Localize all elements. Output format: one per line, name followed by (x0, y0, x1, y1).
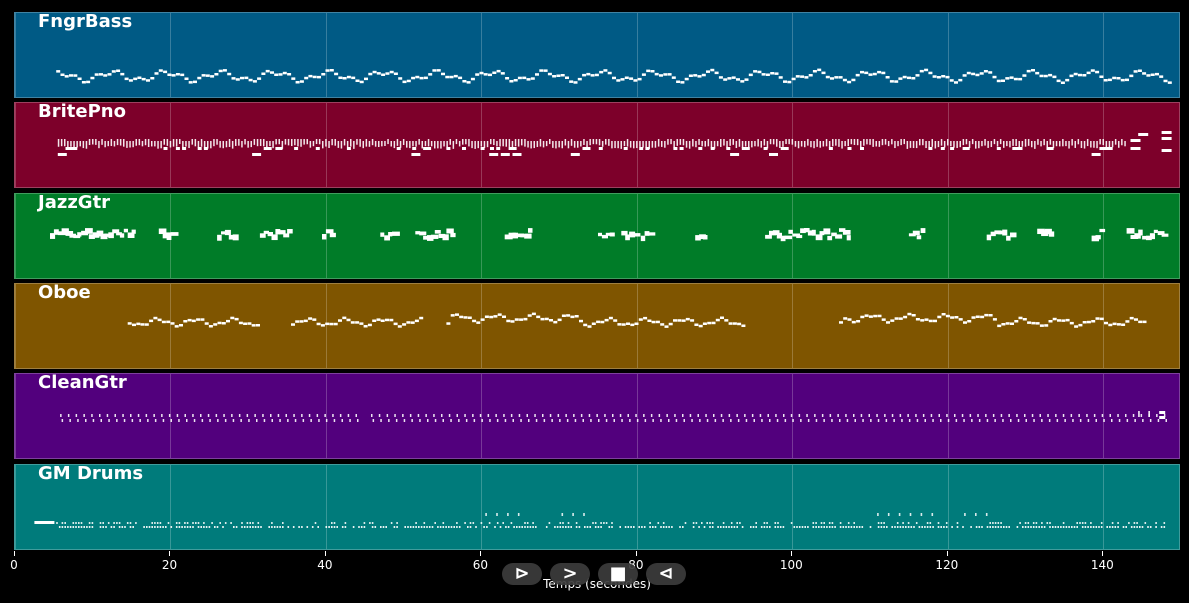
x-tick-label: 100 (779, 558, 803, 572)
grid-line (636, 374, 638, 459)
track-fngrbass: FngrBass (14, 12, 1180, 98)
grid-line (636, 13, 638, 97)
track-gm-drums: GM Drums (14, 463, 1180, 550)
grid-line (15, 13, 16, 97)
x-tick-mark (169, 551, 171, 556)
grid-line (170, 13, 172, 97)
grid-line (792, 13, 794, 97)
x-tick-label: 20 (161, 558, 178, 572)
grid-line (15, 193, 16, 278)
grid-line (325, 13, 327, 97)
track-jazzgtr: JazzGtr (14, 192, 1180, 279)
grid-line (15, 464, 16, 549)
stop-icon: ■ (609, 563, 627, 584)
track-britepno: BritePno (14, 102, 1180, 189)
grid-line (947, 13, 949, 97)
note-lane (127, 312, 1147, 328)
grid-line (947, 283, 949, 368)
x-tick-mark (14, 551, 15, 556)
fast-forward-button[interactable]: > (550, 563, 590, 585)
grid-line (481, 193, 483, 278)
x-tick-label: 60 (472, 558, 489, 572)
grid-line (325, 193, 327, 278)
grid-line (792, 464, 794, 549)
x-tick-mark (635, 551, 637, 556)
x-tick-label: 120 (935, 558, 959, 572)
grid-line (325, 464, 327, 549)
x-tick-label: 40 (317, 558, 333, 572)
grid-line (170, 464, 172, 549)
track-oboe: Oboe (14, 282, 1180, 369)
grid-line (481, 283, 483, 368)
grid-line (947, 193, 949, 278)
grid-line (1103, 283, 1105, 368)
grid-line (1103, 374, 1105, 459)
play-icon: ⊳ (514, 563, 530, 584)
grid-line (170, 283, 172, 368)
grid-line (15, 103, 16, 188)
grid-line (15, 283, 16, 368)
track-name: FngrBass (38, 12, 133, 32)
grid-line (325, 283, 327, 368)
x-tick-mark (1102, 551, 1104, 556)
x-tick-mark (324, 551, 326, 556)
grid-line (1103, 13, 1105, 97)
track-name: JazzGtr (38, 192, 111, 213)
note-lane (60, 411, 1167, 423)
grid-line (792, 103, 794, 188)
grid-line (636, 464, 638, 549)
grid-line (481, 374, 483, 459)
track-name: Oboe (38, 282, 91, 303)
grid-line (325, 374, 327, 459)
grid-line (15, 374, 16, 459)
track-name: BritePno (38, 102, 126, 123)
rewind-button[interactable]: ⊲ (646, 563, 686, 585)
track-name: GM Drums (38, 463, 144, 484)
x-tick-label: 140 (1090, 558, 1114, 572)
stop-button[interactable]: ■ (598, 563, 638, 585)
grid-line (636, 283, 638, 368)
grid-line (481, 464, 483, 549)
x-tick-label: 0 (10, 558, 18, 572)
grid-line (947, 374, 949, 459)
grid-line (947, 464, 949, 549)
note-lane (50, 227, 1169, 241)
play-button[interactable]: ⊳ (502, 563, 542, 585)
note-lane (34, 512, 1166, 528)
grid-line (170, 374, 172, 459)
grid-line (792, 283, 794, 368)
track-cleangtr: CleanGtr (14, 373, 1180, 460)
grid-line (1103, 193, 1105, 278)
note-lane (57, 131, 1172, 157)
track-name: CleanGtr (38, 373, 127, 394)
fast-forward-icon: > (562, 563, 578, 584)
grid-line (792, 374, 794, 459)
x-tick-mark (480, 551, 482, 556)
rewind-icon: ⊲ (658, 563, 674, 584)
note-lane (56, 68, 1172, 84)
x-tick-mark (946, 551, 948, 556)
x-tick-mark (791, 551, 793, 556)
grid-line (481, 13, 483, 97)
grid-line (1103, 464, 1105, 549)
